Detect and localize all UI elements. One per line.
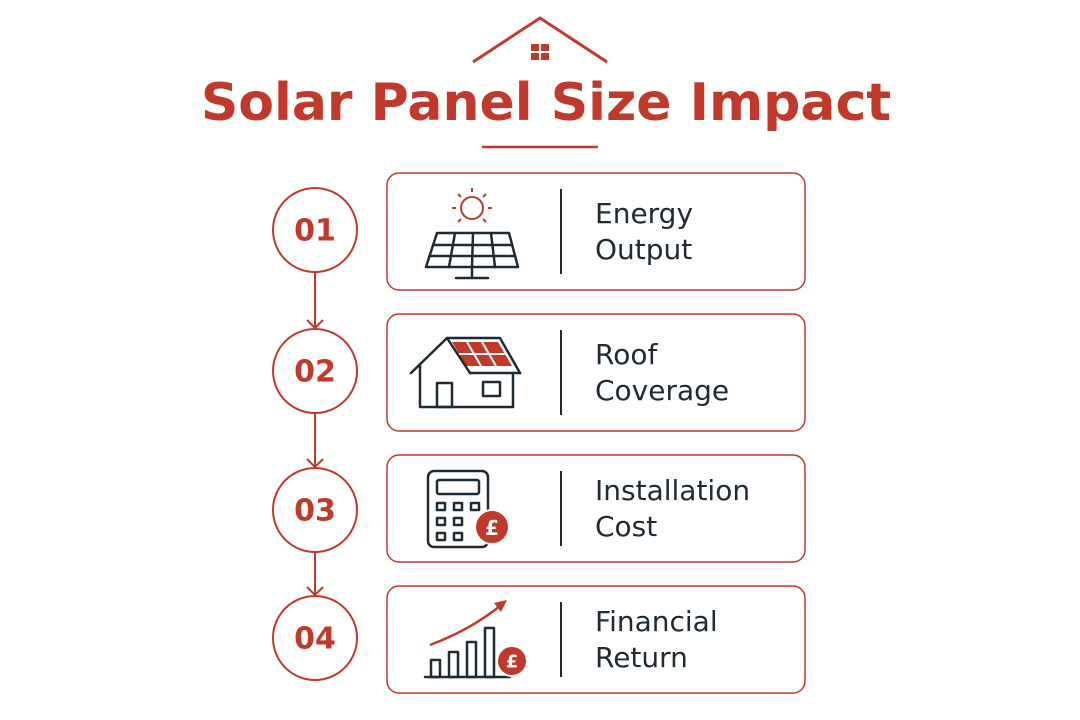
step-label: Roof — [595, 338, 658, 371]
chart-icon: £ — [423, 600, 528, 679]
step-label: Cost — [595, 510, 657, 543]
house-logo — [472, 16, 608, 64]
step-card — [386, 313, 806, 432]
step-number: 04 — [294, 622, 336, 657]
currency-symbol: £ — [506, 652, 519, 673]
step-number: 01 — [294, 214, 336, 249]
step-circle — [272, 595, 358, 681]
calculator-icon: £ — [426, 469, 510, 549]
house-icon — [409, 336, 522, 409]
step-label: Coverage — [595, 374, 729, 407]
step-card — [386, 172, 806, 291]
step-label: Return — [595, 641, 688, 674]
step-number: 03 — [294, 494, 336, 529]
step-label: Output — [595, 233, 692, 266]
currency-symbol: £ — [485, 516, 499, 540]
title: Solar Panel Size Impact — [201, 73, 891, 133]
step-label: Financial — [595, 605, 718, 638]
solar-panel-icon — [424, 188, 520, 280]
step-label: Installation — [595, 474, 750, 507]
step-label: Energy — [595, 197, 693, 230]
step-number: 02 — [294, 355, 336, 390]
